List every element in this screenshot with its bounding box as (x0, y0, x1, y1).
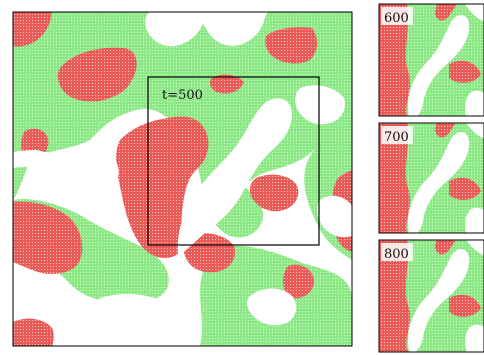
red-region-top-mid (57, 47, 137, 102)
zoom-inset-box (147, 76, 320, 246)
white-channel-lower-right (247, 288, 297, 326)
main-time-label: t=500 (162, 88, 203, 103)
red-region-top-left (13, 12, 52, 47)
main-panel-frame (12, 11, 353, 347)
white-channel-top (145, 12, 206, 47)
side-panel-1-frame (378, 3, 484, 117)
side-panel-3-time-label: 800 (384, 247, 409, 262)
red-region-small-1 (209, 74, 244, 94)
side-panel-1: 600 (378, 3, 484, 117)
main-domain-map (13, 12, 352, 346)
red-region-center (116, 116, 209, 259)
white-channel-far-right (317, 195, 352, 238)
red-region-left (13, 201, 83, 274)
side-panel-3: 800 (378, 239, 484, 353)
side-panel-3-frame (378, 239, 484, 353)
red-region-lower-center (183, 233, 236, 273)
red-region-top-right (265, 27, 318, 64)
white-channel-center (177, 98, 292, 256)
side-panel-2: 700 (378, 122, 484, 234)
red-region-bottom-left (13, 318, 54, 346)
white-channel-bottom (87, 294, 186, 346)
white-channel-left (13, 150, 119, 191)
white-channel-right (295, 85, 346, 125)
side-panel-2-time-label: 700 (384, 130, 409, 145)
red-region-bottom-right (283, 264, 314, 299)
side-panel-2-frame (378, 122, 484, 234)
red-region-mid-right (249, 174, 299, 212)
side-panel-1-time-label: 600 (384, 11, 409, 26)
